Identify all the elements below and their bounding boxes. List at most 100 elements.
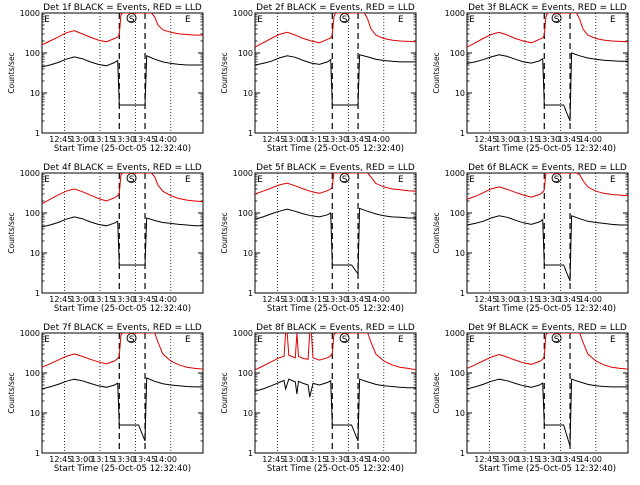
- marker-label: S: [554, 335, 560, 345]
- chart-title: Det 8f BLACK = Events, RED = LLD: [256, 323, 415, 333]
- marker-label: E: [610, 15, 616, 25]
- lld-series-line: [42, 13, 203, 46]
- lld-series-line: [467, 13, 628, 48]
- chart-panel-2: Det 2f BLACK = Events, RED = LLD 1 10 100 10…: [220, 3, 417, 154]
- y-tick-label: 1000: [20, 329, 40, 338]
- y-tick-label: 100: [450, 369, 465, 378]
- x-tick-label: 12:45: [474, 135, 497, 144]
- y-tick-label: 1000: [20, 169, 40, 178]
- x-tick-label: 13:30: [325, 295, 348, 304]
- x-tick-label: 13:30: [325, 455, 348, 464]
- marker-label: E: [469, 15, 475, 25]
- marker-label: E: [469, 175, 475, 185]
- y-tick-label: 100: [25, 209, 40, 218]
- x-tick-label: 13:45: [133, 455, 156, 464]
- marker-label: S: [342, 335, 348, 345]
- events-series-line: [255, 378, 416, 442]
- x-tick-label: 12:45: [262, 455, 285, 464]
- x-tick-label: 13:15: [516, 295, 539, 304]
- y-tick-label: 1: [248, 289, 253, 298]
- events-series-line: [255, 54, 416, 106]
- y-tick-label: 1: [248, 129, 253, 138]
- events-series-line: [42, 55, 203, 106]
- x-tick-label: 12:45: [262, 295, 285, 304]
- x-tick-label: 13:00: [70, 455, 93, 464]
- y-tick-label: 100: [25, 369, 40, 378]
- x-tick-label: 14:00: [367, 135, 390, 144]
- lld-series-line: [255, 333, 416, 371]
- y-axis-title: Counts/sec: [7, 372, 16, 413]
- x-tick-label: 13:45: [346, 455, 369, 464]
- x-tick-label: 13:45: [558, 135, 581, 144]
- x-axis-title: Start Time (25-Oct-05 12:32:40): [479, 304, 616, 314]
- marker-label: E: [185, 335, 191, 345]
- marker-label: S: [554, 175, 560, 185]
- x-tick-label: 12:45: [262, 135, 285, 144]
- marker-label: E: [469, 335, 475, 345]
- y-tick-label: 100: [238, 49, 253, 58]
- y-tick-label: 10: [455, 249, 465, 258]
- x-tick-label: 13:15: [91, 295, 114, 304]
- chart-panel-5: Det 5f BLACK = Events, RED = LLD 1 10 100 10…: [220, 163, 417, 314]
- marker-label: S: [129, 15, 135, 25]
- x-tick-label: 13:15: [516, 135, 539, 144]
- y-tick-label: 10: [243, 409, 253, 418]
- y-tick-label: 100: [450, 49, 465, 58]
- x-tick-label: 12:45: [474, 455, 497, 464]
- x-tick-label: 12:45: [49, 295, 72, 304]
- x-axis-title: Start Time (25-Oct-05 12:32:40): [267, 144, 404, 154]
- x-tick-label: 13:30: [112, 135, 135, 144]
- x-axis-title: Start Time (25-Oct-05 12:32:40): [54, 304, 191, 314]
- chart-title: Det 4f BLACK = Events, RED = LLD: [43, 163, 202, 173]
- lld-series-line: [42, 173, 203, 205]
- chart-title: Det 3f BLACK = Events, RED = LLD: [468, 3, 627, 13]
- y-tick-label: 1: [35, 129, 40, 138]
- chart-title: Det 5f BLACK = Events, RED = LLD: [256, 163, 415, 173]
- chart-title: Det 6f BLACK = Events, RED = LLD: [468, 163, 627, 173]
- lld-series-line: [255, 173, 416, 195]
- marker-label: E: [257, 175, 263, 185]
- x-tick-label: 12:45: [474, 295, 497, 304]
- x-axis-title: Start Time (25-Oct-05 12:32:40): [479, 464, 616, 474]
- y-tick-label: 1: [248, 449, 253, 458]
- marker-label: E: [185, 175, 191, 185]
- y-tick-label: 100: [450, 209, 465, 218]
- chart-panel-1: Det 1f BLACK = Events, RED = LLD 1 10 100 10…: [7, 3, 204, 154]
- chart-title: Det 7f BLACK = Events, RED = LLD: [43, 323, 202, 333]
- y-tick-label: 1: [35, 449, 40, 458]
- events-series-line: [467, 378, 628, 447]
- x-axis-title: Start Time (25-Oct-05 12:32:40): [267, 304, 404, 314]
- y-axis-title: Counts/sec: [432, 52, 441, 93]
- x-tick-label: 13:30: [112, 455, 135, 464]
- y-tick-label: 1000: [20, 9, 40, 18]
- x-tick-label: 13:30: [325, 135, 348, 144]
- y-tick-label: 10: [30, 89, 40, 98]
- x-tick-label: 13:45: [558, 455, 581, 464]
- y-axis-title: Counts/sec: [220, 52, 229, 93]
- x-tick-label: 13:00: [495, 135, 518, 144]
- chart-panel-7: Det 7f BLACK = Events, RED = LLD 1 10 100 10…: [7, 323, 204, 474]
- x-tick-label: 14:00: [154, 135, 177, 144]
- x-tick-label: 13:30: [112, 295, 135, 304]
- x-tick-label: 14:00: [367, 455, 390, 464]
- marker-label: E: [610, 335, 616, 345]
- y-tick-label: 100: [238, 369, 253, 378]
- plot-frame: [466, 332, 629, 454]
- x-tick-label: 13:45: [133, 135, 156, 144]
- chart-title: Det 2f BLACK = Events, RED = LLD: [256, 3, 415, 13]
- x-tick-label: 13:45: [558, 295, 581, 304]
- x-tick-label: 13:00: [495, 455, 518, 464]
- y-tick-label: 1: [35, 289, 40, 298]
- y-tick-label: 10: [243, 249, 253, 258]
- x-tick-label: 13:15: [91, 135, 114, 144]
- x-tick-label: 13:30: [537, 455, 560, 464]
- events-series-line: [255, 207, 416, 276]
- y-tick-label: 100: [238, 209, 253, 218]
- y-tick-label: 1: [460, 289, 465, 298]
- chart-panel-4: Det 4f BLACK = Events, RED = LLD 1 10 100 10…: [7, 163, 204, 314]
- x-tick-label: 14:00: [154, 295, 177, 304]
- y-tick-label: 10: [30, 249, 40, 258]
- x-tick-label: 13:00: [70, 135, 93, 144]
- y-axis-title: Counts/sec: [432, 212, 441, 253]
